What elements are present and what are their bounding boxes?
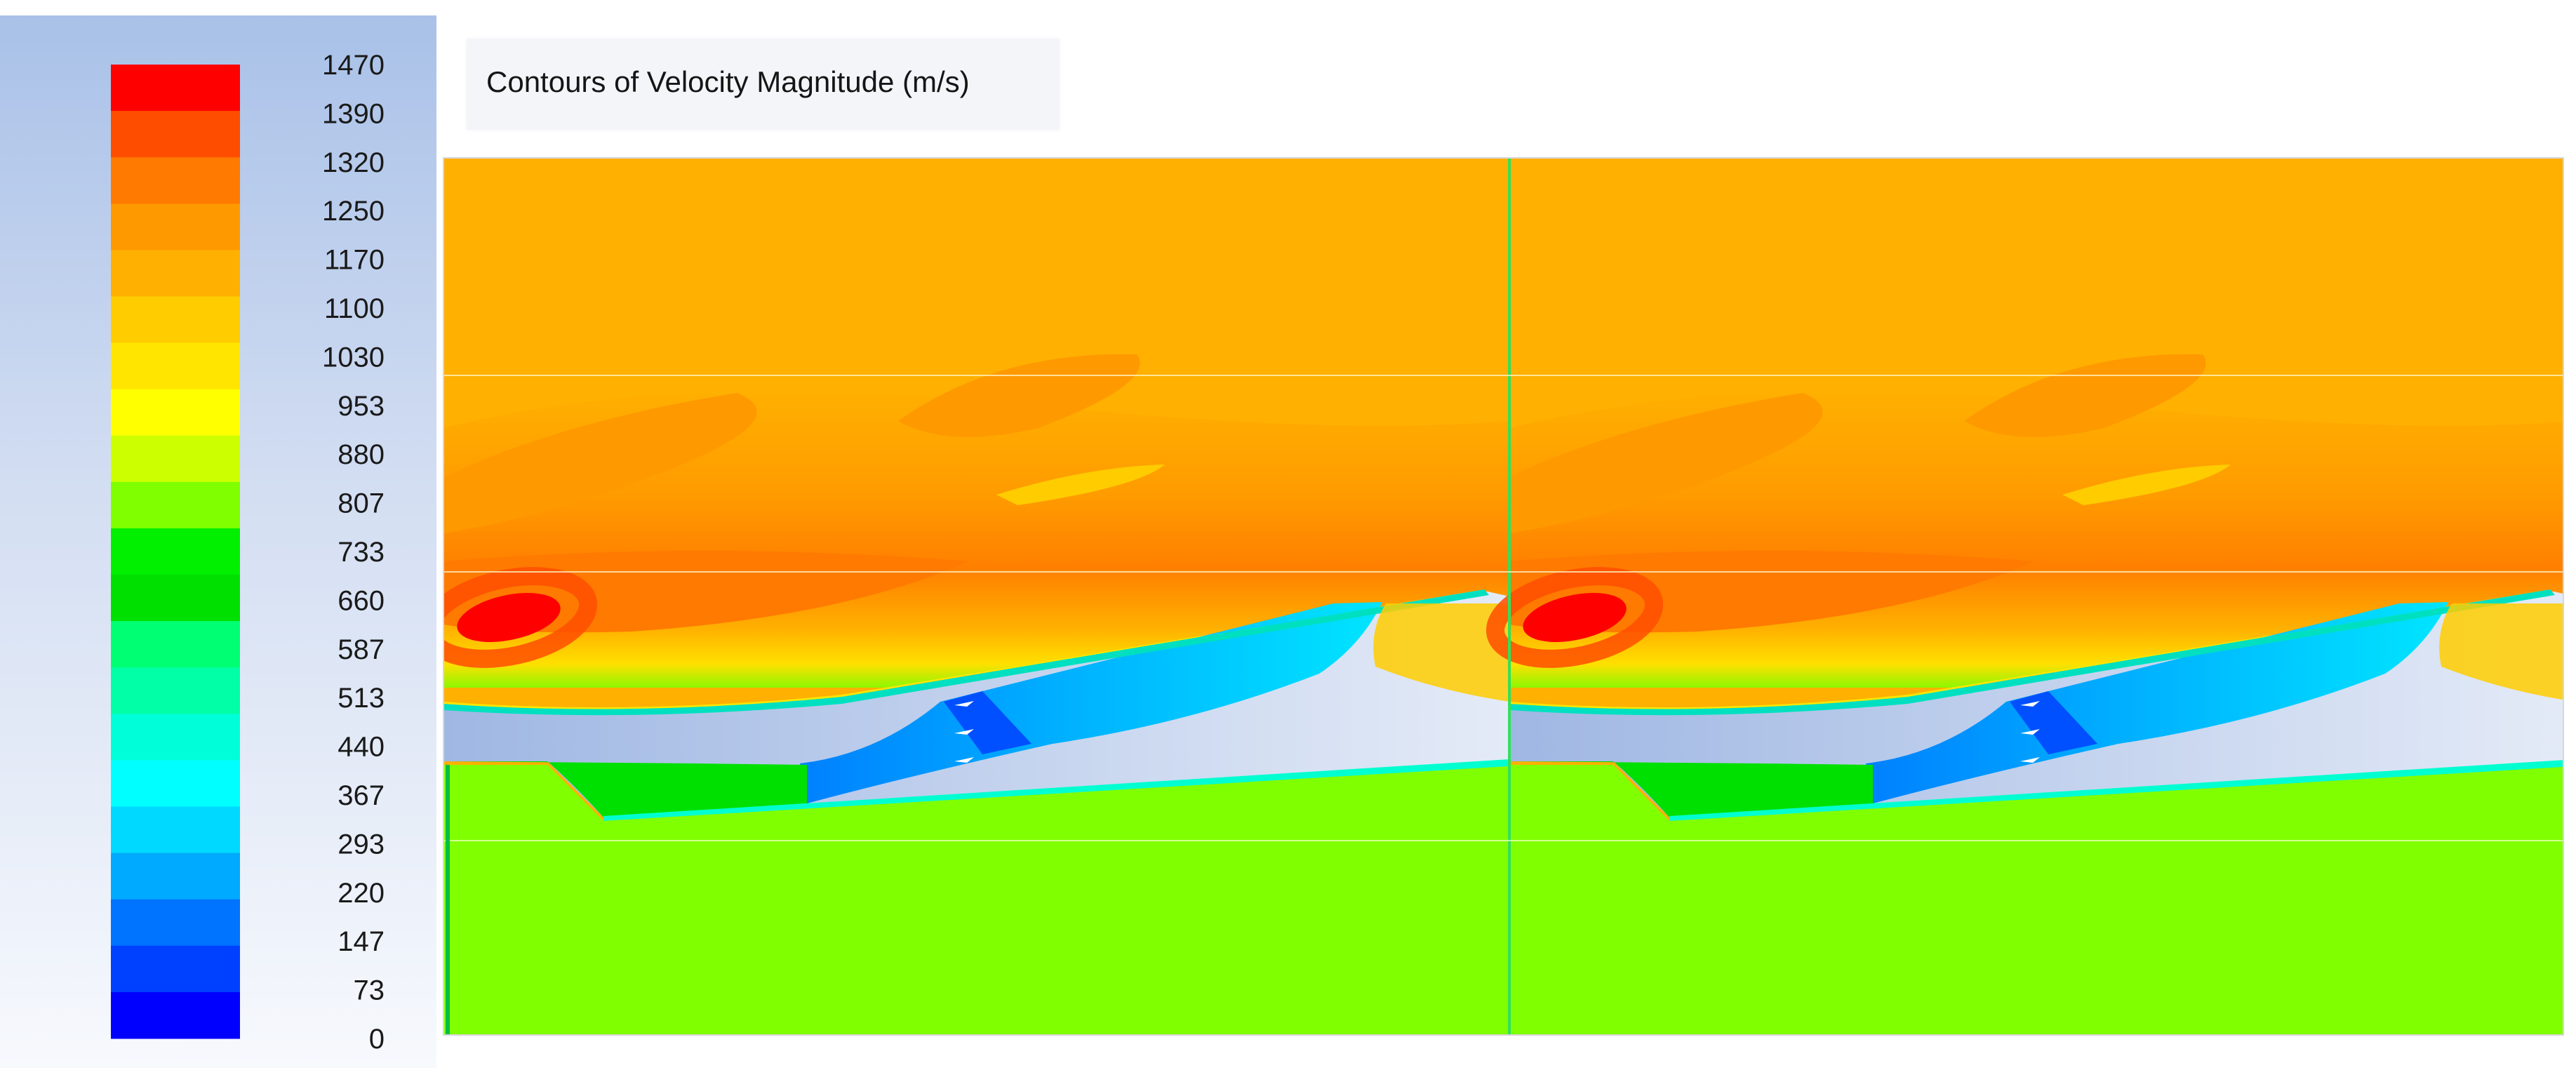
colorbar-tick-label: 513 [338,683,385,714]
flow-period [443,354,1509,1035]
colorbar-tick-label: 660 [338,585,385,616]
colorbar-band [111,250,240,297]
colorbar-band [111,621,240,668]
colorbar-band [111,157,240,204]
hot-spot-ring [1486,567,1664,668]
wake-streak [1509,393,1823,533]
injector-jet [2020,757,2040,763]
colorbar-band [111,806,240,854]
colorbar-tick-label: 440 [338,732,385,763]
internal-flow [800,602,1382,803]
colorbar-tick-label: 1470 [322,50,385,81]
title-box: Contours of Velocity Magnitude (m/s) [467,39,1060,130]
colorbar-tick-label: 293 [338,829,385,860]
injector-jet [2020,701,2040,707]
hot-spot [1523,593,1627,642]
colorbar-band [111,575,240,622]
injector-jet [954,701,974,707]
colorbar-band [111,389,240,436]
colorbar-band [111,296,240,344]
colorbar-tick-label: 147 [338,926,385,957]
colorbar-tick-label: 953 [338,391,385,422]
trailing-wake [1373,603,1509,702]
wake-streak [443,393,757,533]
colorbar-tick-label: 367 [338,780,385,811]
colorbar-band [111,111,240,158]
wake-streak [996,465,1165,505]
colorbar-band [111,991,240,1039]
colorbar-band [111,65,240,112]
lower-region [443,765,1509,1035]
contour-field [443,158,2563,1035]
colorbar-tick-label: 1100 [324,293,385,324]
colorbar-tick-label: 1250 [322,196,385,227]
colorbar-tick-label: 73 [354,975,385,1006]
lower-region [1509,765,2563,1035]
colorbar-tick-label: 1390 [322,98,385,129]
wake-streak [2062,465,2231,505]
trailing-wake [2439,603,2563,700]
lower-wall [1669,760,2563,821]
colorbar-tick-label: 1030 [322,342,385,373]
colorbar-band [111,203,240,251]
colorbar-tick-label: 807 [338,488,385,519]
injector-jet [2020,729,2040,735]
injector-region [944,691,1032,754]
domain-border [443,157,2564,1036]
colorbar-band [111,760,240,808]
injector-jet [954,757,974,763]
colorbar-tick-label: 1170 [324,245,385,276]
colorbar-tick-label: 0 [369,1024,385,1055]
colorbar-band [111,714,240,761]
colorbar-tick-label: 220 [338,878,385,909]
colorbar-band [111,945,240,993]
lower-wall [603,759,1509,821]
colorbar-band [111,899,240,947]
hot-spot-ring [443,567,598,668]
colorbar-band [111,528,240,575]
injector-region [2010,691,2097,754]
colorbar-tick-label: 587 [338,634,385,665]
colorbar-band [111,481,240,529]
colorbar-band [111,667,240,714]
hot-spot [457,593,561,642]
injector-jet [954,729,974,735]
colorbar-tick-label: 1320 [322,147,385,178]
colorbar-band [111,853,240,900]
colorbar [111,65,240,1039]
colorbar-band [111,342,240,390]
chart-title: Contours of Velocity Magnitude (m/s) [486,65,970,98]
colorbar-band [111,435,240,483]
internal-flow [1866,602,2448,803]
colorbar-tick-label: 880 [338,439,385,470]
colorbar-tick-label: 733 [338,537,385,568]
colorbar-labels: 1470139013201250117011001030953880807733… [322,50,385,1055]
ramp-region [1509,761,1873,817]
ramp-region [443,761,807,817]
